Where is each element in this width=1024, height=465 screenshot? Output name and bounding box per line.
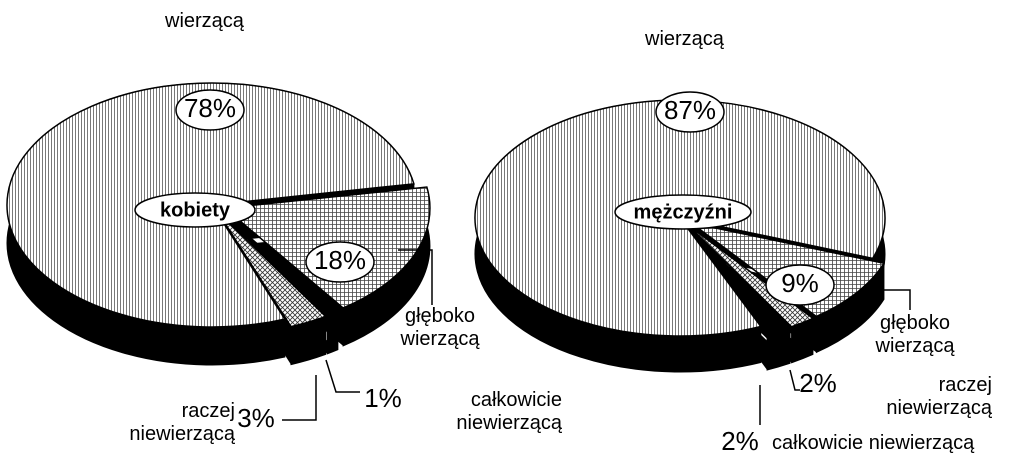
value-label: 1% — [364, 383, 402, 413]
value-label: 9% — [781, 268, 819, 298]
value-badge — [175, 89, 245, 131]
chart-title: kobiety — [160, 199, 231, 221]
category-label: całkowicie niewierzącą — [456, 389, 562, 434]
slice — [217, 211, 327, 328]
leader-line — [282, 375, 317, 421]
pie-chart: 87% 9% 2% 2% mężczyźni — [474, 91, 911, 456]
pie-chart: 78% 18% 1% 3% kobiety — [6, 82, 433, 433]
value-badge — [765, 264, 835, 306]
title-badge — [134, 192, 256, 228]
slice — [219, 211, 340, 317]
category-label: całkowicie niewierzącą — [772, 432, 975, 454]
slice — [685, 224, 792, 335]
value-label: 2% — [799, 368, 837, 398]
value-badge — [655, 91, 725, 133]
category-label: wierzącą — [165, 10, 244, 32]
leader-line — [789, 369, 800, 391]
value-label: 87% — [664, 95, 716, 125]
leader-line — [398, 249, 433, 305]
category-label: raczej niewierzącą — [886, 374, 992, 419]
leader-line — [325, 359, 360, 393]
chart-title: mężczyźni — [634, 201, 733, 223]
leader-line — [862, 289, 911, 310]
title-badge — [614, 194, 752, 230]
value-label: 78% — [184, 93, 236, 123]
slice-side — [326, 310, 339, 355]
value-label: 18% — [314, 245, 366, 275]
category-label: głęboko wierzącą — [400, 305, 480, 350]
category-label: raczej niewierzącą — [129, 400, 235, 445]
category-label: wierzącą — [645, 28, 724, 50]
value-label: 2% — [721, 426, 759, 456]
value-label: 3% — [237, 403, 275, 433]
value-badge — [305, 241, 375, 283]
category-label: głęboko wierzącą — [875, 312, 955, 357]
